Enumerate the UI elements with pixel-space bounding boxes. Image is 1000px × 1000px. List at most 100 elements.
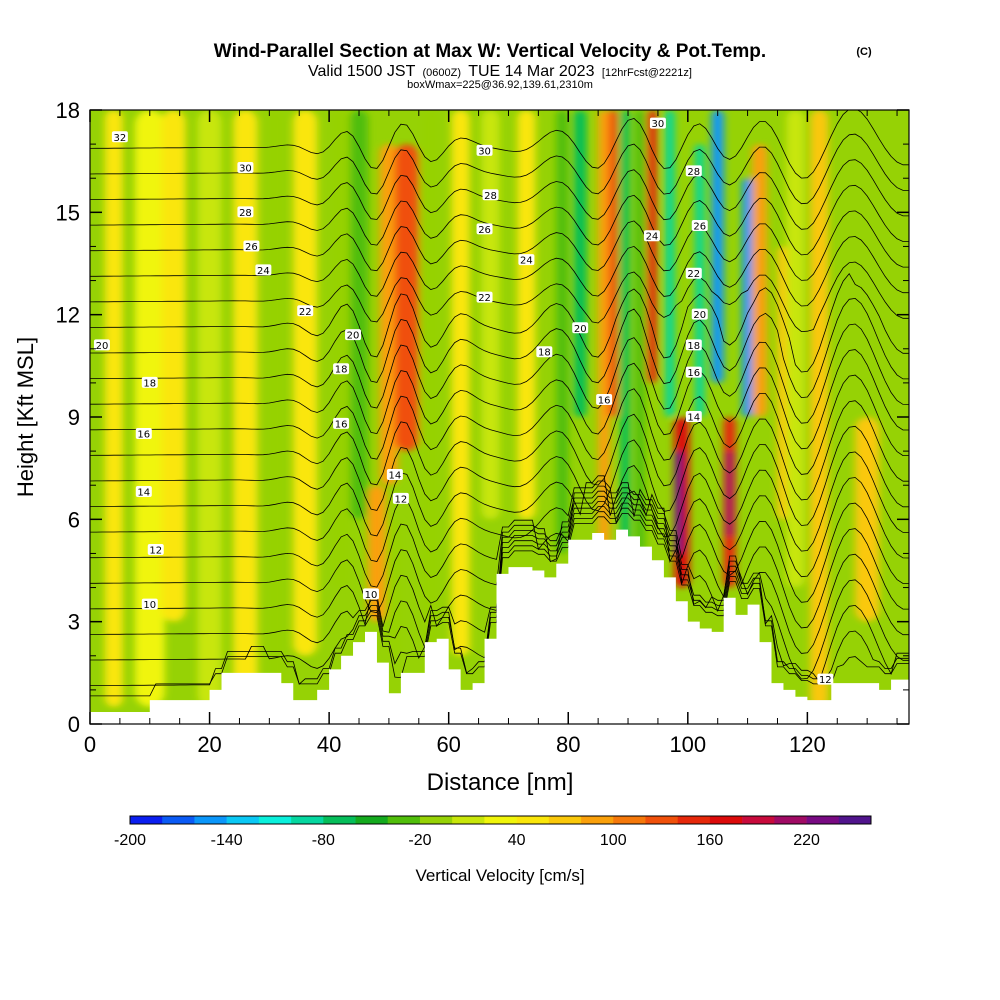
theta-contour bbox=[90, 236, 909, 307]
colorbar-segment bbox=[677, 816, 711, 824]
contour-label: 14 bbox=[386, 468, 403, 481]
contour-label: 20 bbox=[93, 339, 110, 352]
theta-contour bbox=[90, 323, 909, 424]
velocity-cell bbox=[517, 110, 536, 520]
colorbar-tick-label: 160 bbox=[697, 832, 724, 849]
contour-label-bg bbox=[817, 673, 834, 685]
valid-time-line: Valid 1500 JST (0600Z) TUE 14 Mar 2023 [… bbox=[308, 63, 692, 80]
contour-label-bg bbox=[649, 117, 666, 129]
colorbar-segment bbox=[548, 816, 582, 824]
theta-contour bbox=[90, 492, 909, 654]
contour-label-bg bbox=[333, 417, 350, 429]
contour-label: 20 bbox=[572, 322, 589, 335]
colorbar-segment bbox=[742, 816, 775, 824]
theta-contour bbox=[90, 482, 909, 603]
velocity-cell bbox=[293, 110, 318, 656]
velocity-cell bbox=[481, 110, 500, 520]
contour-label-bg bbox=[643, 230, 660, 242]
contour-label-bg bbox=[135, 428, 152, 440]
colorbar-segment bbox=[323, 816, 356, 824]
contour-label-text: 20 bbox=[347, 331, 360, 342]
colorbar-segment bbox=[581, 816, 614, 824]
contour-label-bg bbox=[596, 393, 613, 405]
colorbar-label: Vertical Velocity [cm/s] bbox=[415, 866, 584, 885]
contour-label-bg bbox=[476, 223, 493, 235]
contour-label-text: 32 bbox=[114, 133, 127, 144]
contour-label: 22 bbox=[297, 305, 314, 318]
contour-label: 22 bbox=[476, 291, 493, 304]
contour-label-bg bbox=[476, 291, 493, 303]
contour-label-text: 24 bbox=[520, 256, 533, 267]
contour-label: 18 bbox=[685, 339, 702, 352]
contour-label-text: 12 bbox=[819, 675, 832, 686]
contour-label-bg bbox=[135, 486, 152, 498]
contour-label: 30 bbox=[649, 117, 666, 130]
colorbar-segment bbox=[645, 816, 678, 824]
contour-label-text: 10 bbox=[143, 600, 156, 611]
box-info: boxWmax=225@36.92,139.61,2310m bbox=[407, 79, 593, 91]
velocity-cell bbox=[598, 110, 611, 554]
contour-label-text: 22 bbox=[478, 293, 491, 304]
contour-label-bg bbox=[111, 131, 128, 143]
y-tick-label: 12 bbox=[56, 303, 80, 328]
y-tick-label: 3 bbox=[68, 610, 80, 635]
velocity-cell bbox=[266, 110, 285, 690]
contour-labels: 32 30 28 26 24 22 20 18 16 14 12 10 20 18 16 14 12 10 30 28… bbox=[93, 117, 834, 686]
contour-label-text: 20 bbox=[693, 310, 706, 321]
colorbar-segment bbox=[516, 816, 550, 824]
colorbar-segment bbox=[226, 816, 260, 824]
x-tick-label: 0 bbox=[84, 732, 96, 757]
contour-label: 22 bbox=[685, 267, 702, 280]
contour-label-text: 12 bbox=[149, 546, 162, 557]
contour-label-text: 18 bbox=[687, 341, 700, 352]
theta-contour bbox=[90, 210, 909, 281]
velocity-cell bbox=[810, 110, 829, 707]
terrain bbox=[90, 529, 909, 724]
colorbar-tick-label: 40 bbox=[508, 832, 526, 849]
axes: 0 20 40 60 80 100 120 0 3 6 9 12 15 18 bbox=[56, 98, 909, 757]
contour-label-text: 26 bbox=[478, 225, 491, 236]
forecast-info: [12hrFcst@2221z] bbox=[602, 67, 692, 79]
contour-label-bg bbox=[386, 468, 403, 480]
contour-label: 12 bbox=[817, 673, 834, 686]
velocity-cell bbox=[556, 110, 569, 554]
velocity-cell bbox=[394, 144, 419, 452]
contour-label-bg bbox=[237, 206, 254, 218]
colorbar-segment bbox=[806, 816, 840, 824]
contour-label-bg bbox=[141, 598, 158, 610]
contour-label-bg bbox=[572, 322, 589, 334]
y-tick-label: 15 bbox=[56, 200, 80, 225]
contour-label-bg bbox=[482, 189, 499, 201]
colorbar-segment bbox=[130, 816, 163, 824]
velocity-cell bbox=[421, 110, 440, 656]
contour-label-bg bbox=[147, 544, 164, 556]
contour-label: 16 bbox=[596, 393, 613, 406]
contour-label-text: 14 bbox=[389, 470, 402, 481]
contour-label-bg bbox=[685, 267, 702, 279]
contour-label: 12 bbox=[392, 492, 409, 505]
contour-label-text: 30 bbox=[239, 163, 252, 174]
contour-label-bg bbox=[685, 366, 702, 378]
contour-label: 16 bbox=[685, 366, 702, 379]
copyright-mark: (C) bbox=[856, 46, 872, 58]
y-tick-label: 0 bbox=[68, 712, 80, 737]
contour-label-bg bbox=[237, 161, 254, 173]
colorbar-segment bbox=[258, 816, 292, 824]
x-tick-label: 60 bbox=[436, 732, 460, 757]
x-tick-label: 100 bbox=[669, 732, 706, 757]
theta-contour bbox=[90, 349, 909, 450]
contour-label: 10 bbox=[141, 598, 158, 611]
colorbar: -200 -140 -80 -20 40 100 160 220 bbox=[114, 815, 872, 849]
contour-label-text: 18 bbox=[538, 348, 551, 359]
contour-label-text: 20 bbox=[96, 341, 109, 352]
colorbar-tick-label: 220 bbox=[793, 832, 820, 849]
velocity-cell bbox=[197, 110, 222, 707]
contour-label-text: 16 bbox=[687, 368, 700, 379]
contour-label-bg bbox=[243, 240, 260, 252]
x-axis-label: Distance [nm] bbox=[427, 769, 574, 796]
contour-label: 10 bbox=[362, 588, 379, 601]
valid-prefix: Valid 1500 JST bbox=[308, 63, 416, 80]
velocity-cell bbox=[332, 110, 351, 588]
colorbar-tick-label: -80 bbox=[312, 832, 335, 849]
